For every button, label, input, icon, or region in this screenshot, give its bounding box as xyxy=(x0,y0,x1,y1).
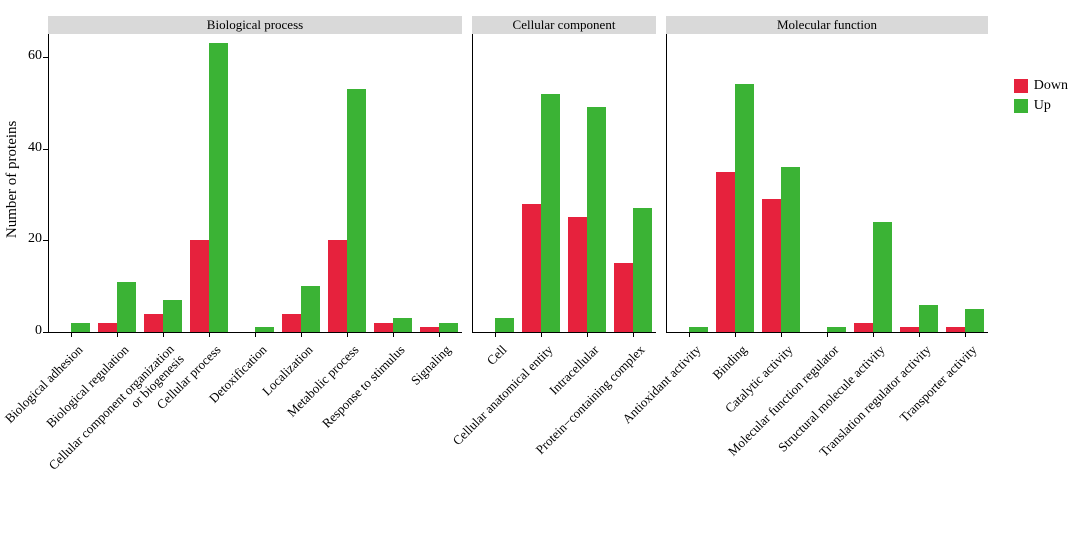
facet-panel: Biological processBiological adhesionBio… xyxy=(48,16,462,332)
bar-up xyxy=(541,94,560,332)
bar-up xyxy=(301,286,320,332)
facet-panels: Biological processBiological adhesionBio… xyxy=(48,16,988,332)
legend-item: Up xyxy=(1014,96,1068,116)
y-tick-label: 0 xyxy=(35,323,42,339)
bar-up xyxy=(873,222,892,332)
bar-up xyxy=(117,282,136,332)
legend-swatch xyxy=(1014,79,1028,93)
y-tick-label: 60 xyxy=(28,48,42,64)
bar-down xyxy=(568,217,587,332)
x-tick-mark xyxy=(587,332,588,337)
x-tick-mark xyxy=(71,332,72,337)
bar-up xyxy=(781,167,800,332)
y-axis-line xyxy=(666,34,667,332)
bar-down xyxy=(374,323,393,332)
legend-label: Down xyxy=(1034,78,1068,94)
facet-panel: Molecular functionAntioxidant activityBi… xyxy=(666,16,988,332)
bar-down xyxy=(854,323,873,332)
plot-area xyxy=(666,34,988,332)
bar-down xyxy=(282,314,301,332)
bar-down xyxy=(522,204,541,332)
bar-up xyxy=(965,309,984,332)
x-tick-mark xyxy=(163,332,164,337)
y-axis-line xyxy=(472,34,473,332)
bar-down xyxy=(614,263,633,332)
x-tick-mark xyxy=(965,332,966,337)
x-tick-mark xyxy=(633,332,634,337)
x-tick-mark xyxy=(919,332,920,337)
bar-up xyxy=(495,318,514,332)
x-tick-mark xyxy=(255,332,256,337)
legend-item: Down xyxy=(1014,76,1068,96)
bar-down xyxy=(328,240,347,332)
x-tick-mark xyxy=(209,332,210,337)
bar-up xyxy=(439,323,458,332)
x-tick-mark xyxy=(827,332,828,337)
faceted-bar-chart: Number of proteins 0 20 40 60 Biological pr… xyxy=(0,0,1080,534)
legend: Down Up xyxy=(1014,76,1068,116)
x-tick-mark xyxy=(117,332,118,337)
facet-strip: Molecular function xyxy=(666,16,988,34)
x-tick-mark xyxy=(541,332,542,337)
x-axis-line xyxy=(472,332,656,333)
y-axis-line xyxy=(48,34,49,332)
x-tick-mark xyxy=(495,332,496,337)
x-tick-mark xyxy=(439,332,440,337)
bar-down xyxy=(716,172,735,332)
plot-area xyxy=(48,34,462,332)
bar-down xyxy=(98,323,117,332)
bar-up xyxy=(919,305,938,333)
x-tick-mark xyxy=(347,332,348,337)
bar-down xyxy=(190,240,209,332)
x-tick-mark xyxy=(301,332,302,337)
x-tick-mark xyxy=(393,332,394,337)
legend-label: Up xyxy=(1034,98,1051,114)
bar-up xyxy=(209,43,228,332)
x-tick-mark xyxy=(689,332,690,337)
bar-down xyxy=(762,199,781,332)
plot-area xyxy=(472,34,656,332)
bar-down xyxy=(144,314,163,332)
bar-up xyxy=(393,318,412,332)
bar-up xyxy=(735,84,754,332)
y-tick-label: 40 xyxy=(28,140,42,156)
x-tick-mark xyxy=(735,332,736,337)
y-tick-label: 20 xyxy=(28,231,42,247)
x-tick-mark xyxy=(873,332,874,337)
y-axis-label: Number of proteins xyxy=(4,121,21,238)
facet-strip: Biological process xyxy=(48,16,462,34)
x-tick-mark xyxy=(781,332,782,337)
bar-up xyxy=(163,300,182,332)
legend-swatch xyxy=(1014,99,1028,113)
bar-up xyxy=(633,208,652,332)
bar-up xyxy=(587,107,606,332)
bar-up xyxy=(71,323,90,332)
facet-strip: Cellular component xyxy=(472,16,656,34)
facet-panel: Cellular componentCellCellular anatomica… xyxy=(472,16,656,332)
bar-up xyxy=(347,89,366,332)
